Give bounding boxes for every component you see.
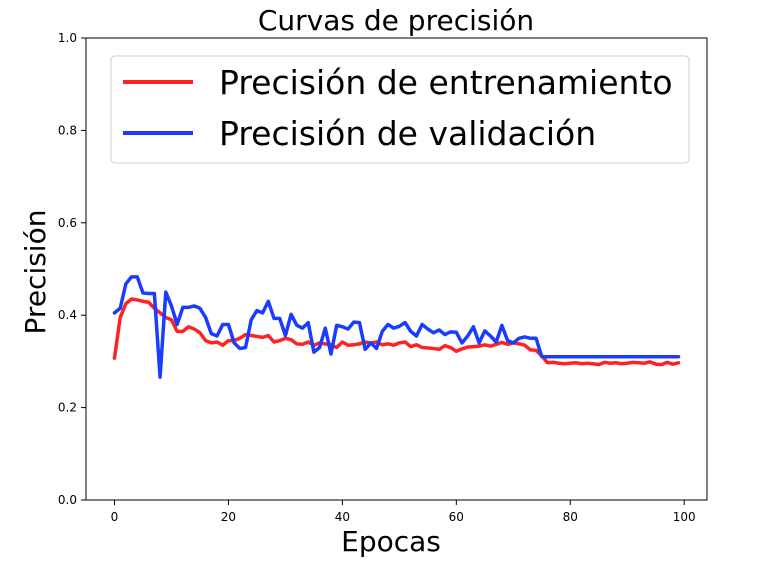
x-axis-label: Epocas [341, 525, 441, 558]
y-tick-label: 0.4 [58, 308, 77, 322]
y-tick-label: 0.6 [58, 216, 77, 230]
y-tick-label: 0.2 [58, 401, 77, 415]
legend: Precisión de entrenamiento Precisión de v… [110, 55, 690, 164]
series-line-2 [112, 275, 681, 379]
series-layer [112, 275, 681, 379]
y-tick-label: 0.8 [58, 123, 77, 137]
plot-frame [85, 37, 708, 501]
x-tick-label: 80 [563, 510, 578, 524]
chart-title: Curvas de precisión [258, 4, 534, 37]
x-tick-label: 20 [221, 510, 236, 524]
y-tick-label: 1.0 [58, 31, 77, 45]
legend-label-2: Precisión de validación [219, 114, 596, 153]
x-tick-label: 0 [111, 510, 119, 524]
y-tick-label: 0.0 [58, 493, 77, 507]
x-tick-label: 100 [673, 510, 696, 524]
series-line-1 [112, 297, 681, 367]
x-tick-label: 40 [335, 510, 350, 524]
legend-box [110, 55, 690, 164]
legend-label-1: Precisión de entrenamiento [219, 63, 673, 102]
axes-layer: 0 20 40 60 80 100 0.0 0.2 0.4 0.6 0.8 1.0 [58, 31, 708, 524]
y-axis-label: Precisión [19, 210, 52, 335]
x-tick-label: 60 [449, 510, 464, 524]
